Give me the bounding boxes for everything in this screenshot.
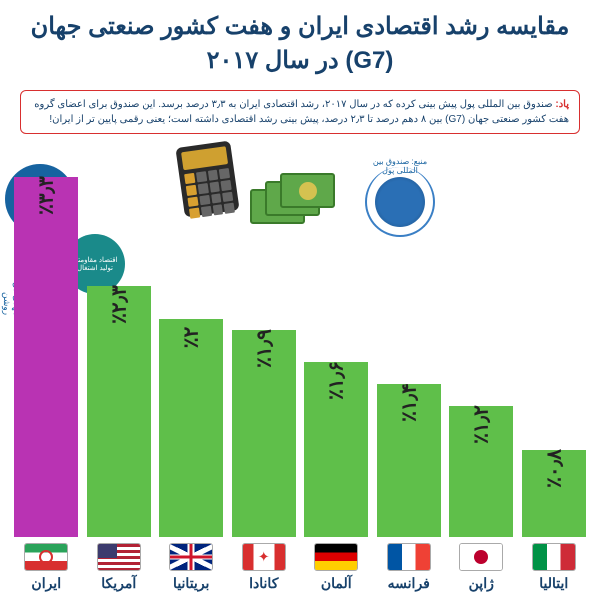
- bar-value-label: ٪۱٫۶: [324, 362, 349, 401]
- bar-column: ٪۱٫۶ آلمان: [302, 139, 371, 600]
- flag-icon: [97, 543, 141, 571]
- bar: ٪۱٫۹: [232, 330, 296, 537]
- bar-column: ٪۲ بریتانیا: [157, 139, 226, 600]
- chart-area: منبع: صندوق بین المللی پول: [0, 139, 600, 600]
- bar: ٪۰٫۸: [522, 450, 586, 537]
- country-label: فرانسه: [388, 575, 430, 592]
- country-label: کانادا: [249, 575, 278, 592]
- description-lead: پاد:: [555, 99, 569, 110]
- bar-column: ٪۳٫۳ ایران: [12, 139, 81, 600]
- bar-value-label: ٪۲٫۳: [106, 285, 131, 324]
- description-box: پاد: صندوق بین المللی پول پیش بینی کرده …: [20, 90, 580, 134]
- main-title: مقایسه رشد اقتصادی ایران و هفت کشور صنعت…: [30, 10, 570, 77]
- bar-column: ٪۱٫۹ کانادا: [230, 139, 299, 600]
- bar-value-label: ٪۱٫۹: [251, 329, 276, 368]
- country-label: ژاپن: [469, 575, 494, 592]
- country-label: ایتالیا: [539, 575, 568, 592]
- country-label: بریتانیا: [173, 575, 209, 592]
- title-area: مقایسه رشد اقتصادی ایران و هفت کشور صنعت…: [0, 0, 600, 85]
- flag-icon: [387, 543, 431, 571]
- bar: ٪۱٫۴: [377, 384, 441, 537]
- infographic-container: مقایسه رشد اقتصادی ایران و هفت کشور صنعت…: [0, 0, 600, 600]
- description-text: صندوق بین المللی پول پیش بینی کرده که در…: [34, 99, 569, 125]
- bar: ٪۱٫۲: [449, 406, 513, 537]
- bar: ٪۲٫۳: [87, 286, 151, 537]
- country-label: ایران: [31, 575, 61, 592]
- flag-icon: [459, 543, 503, 571]
- bar: ٪۳٫۳: [14, 177, 78, 537]
- flag-icon: [532, 543, 576, 571]
- flag-icon: [314, 543, 358, 571]
- country-label: آلمان: [321, 575, 352, 592]
- bar-column: ٪۲٫۳ آمریکا: [85, 139, 154, 600]
- flag-icon: [169, 543, 213, 571]
- bar-chart: ٪۳٫۳ایران٪۲٫۳آمریکا٪۲بریتانیا٪۱٫۹کانادا٪…: [10, 139, 590, 600]
- flag-icon: [242, 543, 286, 571]
- bar-value-label: ٪۳٫۳: [34, 176, 59, 215]
- country-label: آمریکا: [101, 575, 136, 592]
- bar: ٪۲: [159, 319, 223, 537]
- bar-column: ٪۱٫۴ فرانسه: [375, 139, 444, 600]
- bar: ٪۱٫۶: [304, 362, 368, 537]
- bar-value-label: ٪۱٫۲: [469, 405, 494, 444]
- bar-value-label: ٪۰٫۸: [541, 449, 566, 488]
- bar-value-label: ٪۱٫۴: [396, 383, 421, 422]
- bar-column: ٪۰٫۸ ایتالیا: [520, 139, 589, 600]
- bar-column: ٪۱٫۲ ژاپن: [447, 139, 516, 600]
- bar-value-label: ٪۲: [179, 327, 204, 348]
- flag-icon: [24, 543, 68, 571]
